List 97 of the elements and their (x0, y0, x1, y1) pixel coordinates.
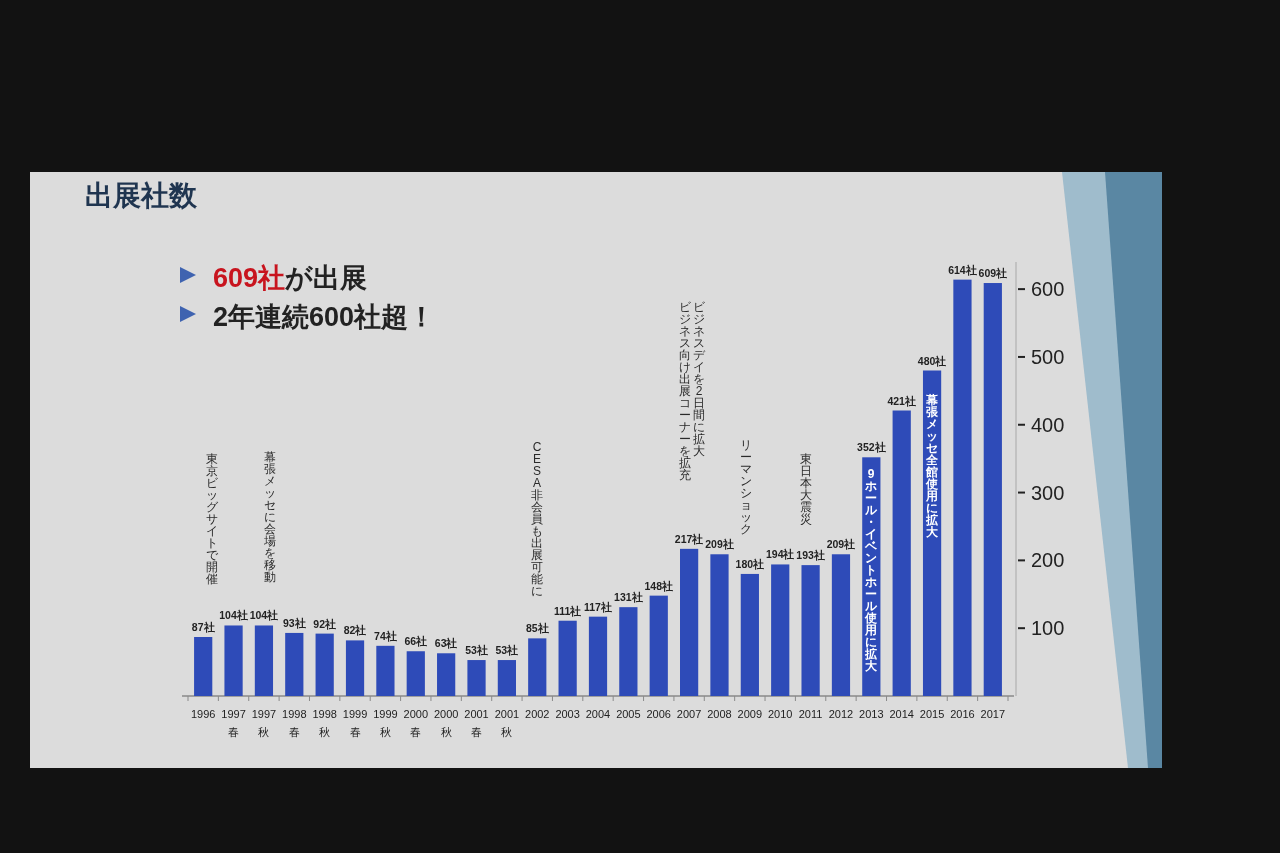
data-label: 63社 (434, 637, 458, 650)
data-label: 53社 (495, 644, 519, 657)
bar (528, 638, 547, 696)
bar (619, 607, 638, 696)
data-label: 66社 (404, 635, 428, 648)
data-label: 609社 (978, 267, 1008, 280)
annotation: 東日本大震災 (800, 451, 812, 526)
bar (315, 633, 334, 696)
y-tick-label: 500 (1031, 345, 1065, 368)
x-tick-label: 1997 春 (221, 708, 246, 738)
x-tick-label: 1998 春 (282, 708, 307, 738)
x-tick-label: 2008 (707, 708, 732, 720)
data-label: 180社 (735, 557, 765, 570)
bar (406, 651, 425, 696)
y-tick-label: 600 (1031, 278, 1065, 301)
text: CESA非会員も出展可能に (531, 439, 543, 598)
x-tick-label: 2003 (555, 708, 580, 720)
data-label: 87社 (191, 621, 215, 633)
y-tick-label: 400 (1031, 413, 1065, 436)
data-label: 194社 (765, 548, 795, 561)
bar (558, 620, 577, 696)
y-tick-label: 300 (1031, 481, 1065, 504)
x-tick-label: 2012 (828, 708, 854, 720)
bar (224, 625, 243, 696)
data-label: 148社 (644, 579, 674, 592)
data-label: 92社 (313, 617, 337, 630)
data-label: 111社 (553, 604, 582, 617)
y-tick-label: 100 (1031, 617, 1065, 640)
bar (801, 565, 820, 696)
x-tick-label: 2017 (980, 708, 1006, 720)
data-label: 104社 (219, 609, 248, 622)
bar (649, 595, 668, 696)
data-label: 53社 (465, 644, 488, 657)
x-tick-label: 2001 春 (464, 708, 489, 738)
x-tick-label: 2000 秋 (433, 708, 459, 738)
annotation: リーマンショック (740, 437, 752, 536)
bar (285, 632, 304, 696)
text: ビジネス向け出展コーナーを拡充 (679, 299, 691, 482)
annotation: 2年連続600社超！ (213, 302, 436, 332)
text: ビジネスデイを2日間に拡大 (693, 299, 705, 458)
x-tick-label: 2014 (889, 708, 914, 720)
bar (680, 548, 699, 696)
x-tick-label: 1996 (190, 708, 216, 720)
x-tick-label: 2000 春 (403, 708, 429, 738)
data-label: 480社 (917, 354, 947, 367)
text: 幕張メッセに会場を移動 (264, 449, 276, 584)
x-tick-label: 2016 (950, 708, 975, 720)
data-label: 421社 (887, 394, 916, 407)
data-label: 85社 (525, 622, 549, 635)
data-label: 209社 (826, 538, 856, 551)
bar (467, 660, 486, 696)
x-tick-label: 1999 秋 (373, 708, 398, 738)
text: 東京ビッグサイトで開催 (206, 451, 218, 586)
bar (831, 554, 851, 696)
y-tick-label: 200 (1031, 549, 1065, 572)
bar (376, 645, 395, 696)
text: 9ホール・イベントホール使用に拡大 (865, 466, 877, 673)
x-tick-label: 2011 (798, 708, 823, 720)
bar (740, 573, 759, 696)
data-label: 209社 (705, 538, 734, 551)
x-tick-label: 1997 秋 (251, 708, 277, 738)
bar (588, 616, 608, 696)
bar (771, 564, 790, 696)
x-tick-label: 2015 (919, 708, 945, 720)
bar (254, 625, 274, 696)
bar (953, 279, 972, 696)
x-tick-label: 2009 (737, 708, 763, 720)
data-label: 131社 (614, 591, 643, 604)
x-tick-label: 2004 (585, 708, 611, 720)
x-tick-label: 2013 (859, 708, 884, 720)
x-tick-label: 2005 (616, 708, 641, 720)
text: 幕張メッセ全館使用に拡大 (926, 392, 938, 539)
annotation: 609社が出展 (213, 263, 368, 293)
x-tick-label: 2001 秋 (494, 708, 520, 738)
bar (983, 283, 1002, 696)
bar (437, 653, 456, 696)
x-tick-label: 2002 (525, 708, 550, 720)
data-label: 104社 (249, 609, 279, 622)
chart-title: 出展社数 (85, 180, 198, 211)
data-label: 74社 (374, 629, 397, 642)
data-label: 82社 (343, 624, 367, 637)
data-label: 193社 (796, 549, 825, 562)
x-tick-label: 2007 (676, 708, 702, 720)
x-tick-label: 1999 春 (342, 708, 368, 738)
bar (892, 410, 911, 696)
bar (194, 637, 213, 696)
data-label: 217社 (674, 532, 704, 545)
x-tick-label: 2010 (767, 708, 793, 720)
bar (710, 554, 729, 696)
data-label: 352社 (857, 441, 886, 454)
data-label: 117社 (584, 600, 612, 613)
data-label: 93社 (282, 616, 306, 629)
x-tick-label: 1998 秋 (312, 708, 337, 738)
x-tick-label: 2006 (646, 708, 671, 720)
data-label: 614社 (948, 263, 977, 276)
bar (345, 640, 365, 696)
bar (497, 660, 516, 696)
